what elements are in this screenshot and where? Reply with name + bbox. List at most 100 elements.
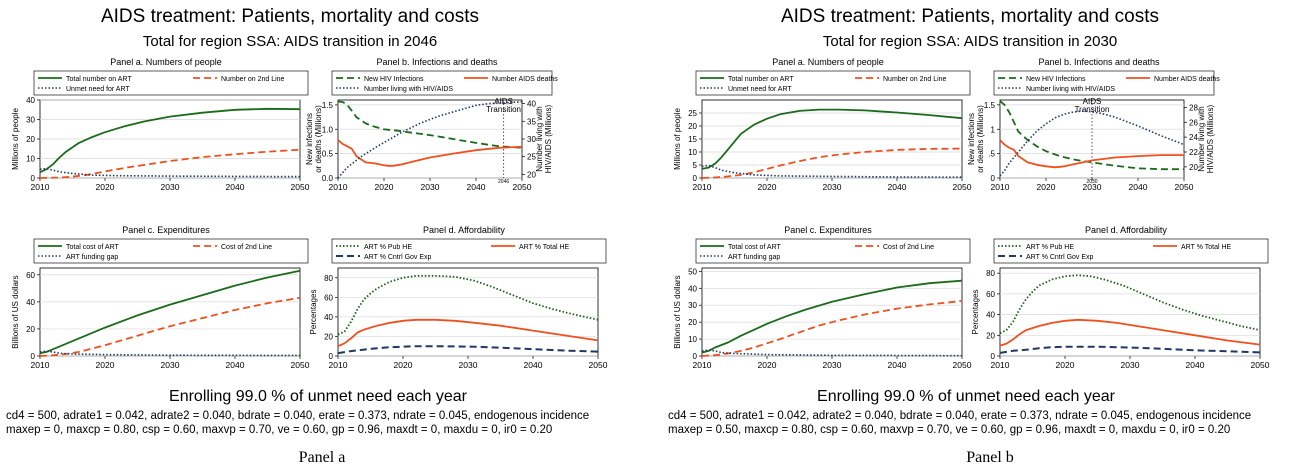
y-tick-label: 20 [26, 135, 35, 144]
x-tick-label: 2030 [823, 182, 842, 192]
y2-tick-label: 40 [527, 100, 536, 109]
y-tick-label: 1 [991, 125, 996, 134]
y-tick-label: 30 [688, 301, 697, 310]
y-tick-label: 25 [688, 109, 697, 118]
y2-axis-label-line: HIV/AIDS (Millions) [1206, 104, 1215, 173]
x-tick-label: 2010 [991, 360, 1010, 370]
series-line [337, 274, 599, 336]
y2-tick-label: 24 [1189, 133, 1198, 142]
series-line [999, 318, 1261, 347]
series-line [701, 349, 963, 357]
panel-title: Panel c. Expenditures [784, 225, 872, 235]
x-tick-label: 2040 [1129, 182, 1148, 192]
y-tick-label: 20 [688, 122, 697, 131]
legend-box [33, 238, 309, 264]
legend-label: ART % Pub HE [1026, 244, 1074, 251]
transition-tick-label: 2030 [1086, 179, 1097, 185]
series-line [337, 139, 523, 167]
series-line [39, 350, 301, 357]
x-tick-label: 2020 [394, 360, 413, 370]
parameters-line-2: maxep = 0.50, maxcp = 0.80, csp = 0.60, … [668, 424, 1230, 436]
transition-label: Transition [486, 105, 521, 114]
chart-3: Panel c. Expenditures Total cost of ART Co… [673, 225, 972, 370]
y-tick-label: 50 [688, 267, 697, 276]
y2-tick-label: 22 [1189, 148, 1198, 157]
y-axis-label: Millions of people [673, 108, 682, 170]
x-tick-label: 2040 [888, 360, 907, 370]
legend-label: Number living with HIV/AIDS [1026, 86, 1115, 93]
y-tick-label: 20 [986, 331, 995, 340]
y-axis-label: Percentages [309, 290, 318, 335]
y-tick-label: 0 [31, 352, 36, 361]
panel-title: Panel a. Numbers of people [110, 57, 222, 67]
x-tick-label: 2030 [161, 360, 180, 370]
x-tick-label: 2020 [96, 182, 115, 192]
parameters-line-1: cd4 = 500, adrate1 = 0.042, adrate2 = 0.… [6, 410, 589, 422]
chart-4: Panel d. Affordability ART % Pub HE ART % … [971, 225, 1270, 370]
y-tick-label: 10 [26, 155, 35, 164]
chart-3: Panel c. Expenditures Total cost of ART Co… [11, 225, 310, 370]
y-tick-label: .5 [988, 150, 995, 159]
legend-label: Number on 2nd Line [221, 76, 285, 83]
y-axis-label-line: or deaths (Millions) [314, 105, 323, 173]
y-axis-label-line: or deaths (Millions) [976, 105, 985, 173]
legend-label: Number on 2nd Line [883, 76, 947, 83]
series-line [39, 107, 301, 174]
y-tick-label: 20 [324, 332, 333, 341]
y-tick-label: 10 [688, 148, 697, 157]
y-tick-label: 80 [986, 269, 995, 278]
y-tick-label: 1.5 [322, 101, 334, 110]
x-tick-label: 2010 [329, 182, 348, 192]
legend-box [993, 238, 1269, 264]
transition-label: Transition [1075, 105, 1110, 114]
y-tick-label: 60 [986, 290, 995, 299]
y2-tick-label: 20 [1189, 163, 1198, 172]
panel-title: Panel c. Expenditures [122, 225, 210, 235]
figure-title: AIDS treatment: Patients, mortality and … [101, 6, 479, 27]
y-axis-label-line: New infections [305, 113, 314, 165]
y-tick-label: 40 [986, 311, 995, 320]
y-tick-label: 40 [26, 298, 35, 307]
plot-area [701, 267, 963, 357]
legend-label: Unmet need for ART [66, 86, 130, 93]
y-tick-label: 40 [26, 96, 35, 105]
transition-tick-label: 2046 [498, 179, 509, 185]
y-tick-label: 40 [324, 313, 333, 322]
legend-label: Total cost of ART [66, 244, 120, 251]
x-tick-label: 2010 [693, 182, 712, 192]
legend-box [695, 70, 971, 96]
legend-label: ART funding gap [66, 254, 118, 261]
y-axis-label: Percentages [971, 290, 980, 335]
x-tick-label: 2020 [375, 182, 394, 192]
panel-title: Panel b. Infections and deaths [376, 57, 498, 67]
plot-area [999, 267, 1261, 357]
x-tick-label: 2050 [291, 182, 310, 192]
panel-title: Panel a. Numbers of people [772, 57, 884, 67]
y2-axis-label-line: Number living with [535, 106, 544, 171]
x-tick-label: 2030 [1121, 360, 1140, 370]
y-tick-label: 60 [324, 293, 333, 302]
x-tick-label: 2030 [421, 182, 440, 192]
series-line [701, 108, 963, 170]
plot-area [337, 267, 599, 357]
legend-label: New HIV Infections [1026, 76, 1086, 83]
enrolling-note: Enrolling 99.0 % of unmet need each year [169, 388, 468, 405]
panel-title: Panel b. Infections and deaths [1038, 57, 1160, 67]
y-tick-label: 0.0 [322, 174, 334, 183]
y2-tick-label: 30 [527, 135, 536, 144]
panel-title: Panel d. Affordability [1085, 225, 1167, 235]
series-line [39, 148, 301, 179]
y-tick-label: 60 [26, 271, 35, 280]
x-tick-label: 2040 [226, 182, 245, 192]
y-tick-label: 1.5 [984, 101, 996, 110]
figure-subtitle: Total for region SSA: AIDS transition in… [143, 33, 437, 50]
legend-label: Total cost of ART [728, 244, 782, 251]
y2-axis-label: Number living withHIV/AIDS (Millions) [1197, 104, 1215, 173]
legend-box [33, 70, 309, 96]
series-line [337, 345, 599, 355]
figure-panel-b: AIDS treatment: Patients, mortality and … [668, 6, 1270, 466]
series-line [999, 110, 1185, 177]
parameters-line-1: cd4 = 500, adrate1 = 0.042, adrate2 = 0.… [668, 410, 1251, 422]
legend-label: ART % Cntrl Gov Exp [364, 254, 432, 261]
